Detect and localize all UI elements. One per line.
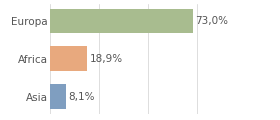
Bar: [50, 84, 66, 109]
Text: 73,0%: 73,0%: [195, 16, 228, 26]
Bar: [50, 46, 87, 71]
Text: 8,1%: 8,1%: [68, 92, 95, 102]
Bar: [50, 9, 193, 33]
Text: 18,9%: 18,9%: [89, 54, 123, 64]
